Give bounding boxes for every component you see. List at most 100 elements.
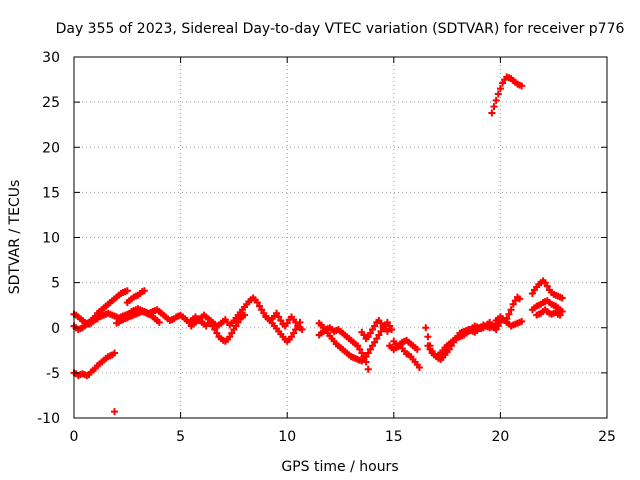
y-tick-label: -10 [37,411,60,427]
data-point [211,326,219,334]
data-point [111,408,119,416]
data-point [140,287,148,295]
data-point [383,318,391,326]
data-point [494,322,502,330]
data-point [258,306,266,314]
data-points [70,73,566,416]
x-axis-title: GPS time / hours [281,459,398,475]
y-tick-labels: -10 -5 0 5 10 15 20 25 30 [37,50,60,427]
data-point [424,333,432,341]
x-tick-label: 15 [385,429,403,445]
data-point [503,315,511,323]
data-point [366,329,374,337]
data-point [234,318,242,326]
data-point [386,322,394,330]
data-point [228,329,236,337]
data-point [388,326,396,334]
data-point [518,317,526,325]
data-point [422,324,430,332]
data-point [362,358,370,366]
x-tick-label: 10 [278,429,296,445]
data-point [518,82,526,90]
data-point [296,318,304,326]
data-point [492,96,500,104]
data-point [368,326,376,334]
data-point [541,279,549,287]
data-point [371,322,379,330]
data-point [356,345,364,353]
data-point [490,103,498,111]
data-point [273,309,281,317]
x-tick-label: 25 [598,429,616,445]
data-point [496,85,504,93]
data-point [556,311,564,319]
data-point [290,329,298,337]
y-tick-label: 30 [42,50,60,66]
grid-lines [74,57,607,418]
x-tick-label: 0 [70,429,79,445]
data-point [371,338,379,346]
y-tick-label: 10 [42,231,60,247]
data-point [426,345,434,353]
data-point [366,345,374,353]
data-point [155,318,163,326]
data-point [373,335,381,343]
data-point [383,327,391,335]
data-point [558,294,566,302]
data-point [364,349,372,357]
y-tick-label: 15 [42,185,60,201]
chart-title: Day 355 of 2023, Sidereal Day-to-day VTE… [56,21,625,37]
data-point [511,297,519,305]
data-point [364,365,372,373]
data-point [287,333,295,341]
data-point [230,326,238,334]
data-point [232,322,240,330]
data-point [360,353,368,361]
data-point [354,342,362,350]
data-point [292,326,300,334]
y-tick-label: 20 [42,140,60,156]
y-tick-label: 25 [42,95,60,111]
data-point [226,333,234,341]
data-point [488,109,496,117]
data-point [375,331,383,339]
x-tick-label: 20 [491,429,509,445]
x-tick-labels: 0 5 10 15 20 25 [70,429,616,445]
x-tick-label: 5 [176,429,185,445]
data-point [294,322,302,330]
data-point [368,342,376,350]
y-tick-label: 0 [51,321,60,337]
data-point [509,300,517,308]
data-point [492,326,500,334]
data-point [255,302,263,310]
y-tick-label: 5 [51,276,60,292]
data-point [123,287,131,295]
axis-ticks [73,56,608,419]
data-point [360,331,368,339]
data-point [507,306,515,314]
data-point [111,349,119,357]
data-point [358,349,366,357]
y-axis-title: SDTVAR / TECUs [7,180,23,295]
data-point [277,317,285,325]
data-point [253,298,261,306]
data-point [516,295,524,303]
data-point [275,313,283,321]
data-point [377,327,385,335]
data-point [558,308,566,316]
data-point [499,79,507,87]
data-point [528,289,536,297]
data-point [505,310,513,318]
data-point [204,315,212,323]
data-point [413,345,421,353]
data-point [424,342,432,350]
data-point [415,363,423,371]
data-point [298,326,306,334]
data-point [543,282,551,290]
y-tick-label: -5 [46,366,60,382]
data-point [364,333,372,341]
data-point [241,311,249,319]
data-point [283,319,291,327]
data-point [213,329,221,337]
